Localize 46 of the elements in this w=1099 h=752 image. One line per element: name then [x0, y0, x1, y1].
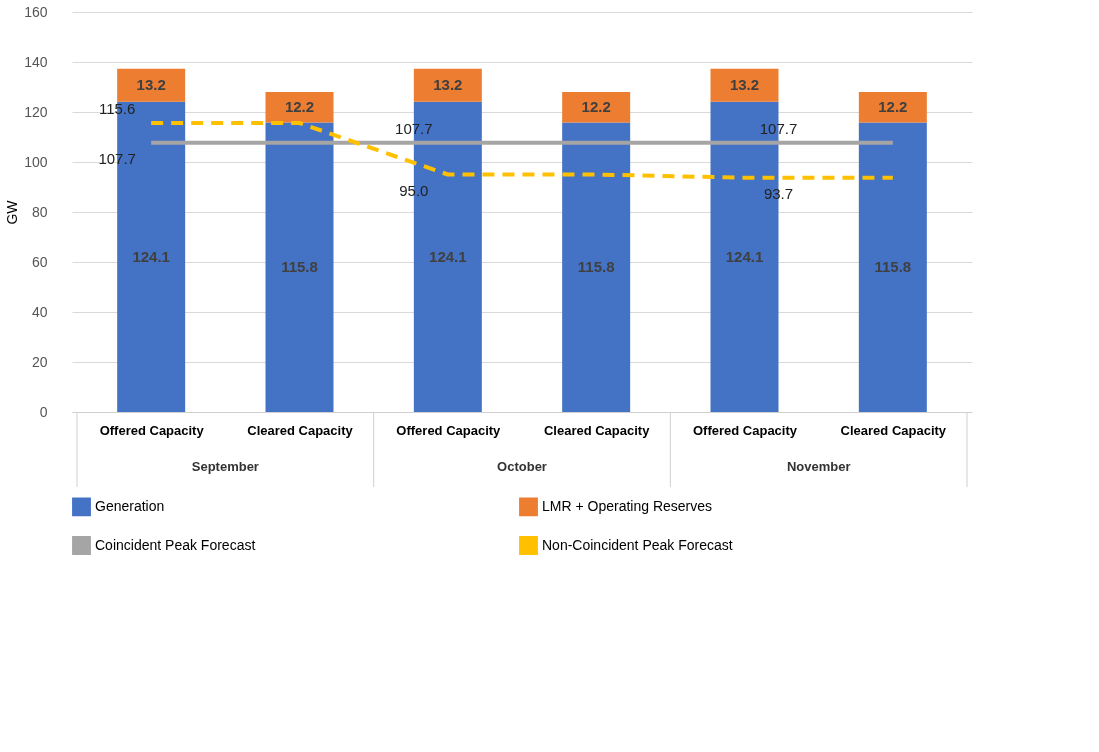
- data-label: 115.8: [281, 258, 318, 276]
- bar: [117, 68, 186, 102]
- y-tick-label: 20: [31, 353, 48, 370]
- data-label: 12.2: [284, 98, 315, 116]
- y-axis-title: GW: [4, 199, 21, 225]
- x-tick-label: Cleared Capacity: [247, 422, 354, 438]
- bar: [562, 92, 631, 123]
- data-label: 124.1: [725, 247, 764, 265]
- x-tick-label: Cleared Capacity: [543, 422, 651, 438]
- x-tick-label: Offered Capacity: [99, 422, 205, 438]
- bar: [710, 68, 779, 102]
- data-label: 107.7: [98, 149, 136, 167]
- y-tick-label: 120: [24, 103, 48, 120]
- data-label: 13.2: [136, 76, 166, 94]
- legend-label: Non-Coincident Peak Forecast: [542, 536, 733, 553]
- bar: [858, 122, 927, 412]
- y-tick-label: 0: [39, 403, 48, 420]
- data-label: 124.1: [429, 247, 467, 265]
- data-label: 12.2: [878, 98, 908, 116]
- legend-label: LMR + Operating Reserves: [542, 497, 713, 514]
- y-tick-label: 140: [24, 53, 48, 70]
- data-label: 93.7: [763, 184, 794, 202]
- data-label: 13.2: [729, 76, 760, 94]
- y-tick-label: 160: [24, 3, 48, 20]
- legend-label: Coincident Peak Forecast: [95, 536, 256, 553]
- y-tick-label: 80: [31, 203, 48, 220]
- y-tick-label: 100: [24, 153, 48, 170]
- data-label: 12.2: [581, 98, 611, 116]
- bar: [265, 92, 334, 123]
- data-label: 124.1: [132, 247, 170, 265]
- text: September: [191, 459, 259, 474]
- text: October: [497, 459, 547, 474]
- bar: [858, 92, 927, 123]
- data-label: 115.8: [577, 258, 615, 276]
- text: November: [786, 459, 851, 474]
- data-label: 115.8: [874, 258, 912, 276]
- x-tick-label: Offered Capacity: [692, 422, 798, 438]
- legend-label: Generation: [95, 497, 165, 514]
- bar: [562, 122, 631, 412]
- y-tick-label: 40: [31, 303, 48, 320]
- bar: [413, 68, 482, 102]
- data-label: 13.2: [433, 76, 463, 94]
- y-tick-label: 60: [31, 253, 48, 270]
- x-tick-label: Cleared Capacity: [840, 422, 947, 438]
- bar: [265, 122, 334, 412]
- x-tick-label: Offered Capacity: [396, 422, 502, 438]
